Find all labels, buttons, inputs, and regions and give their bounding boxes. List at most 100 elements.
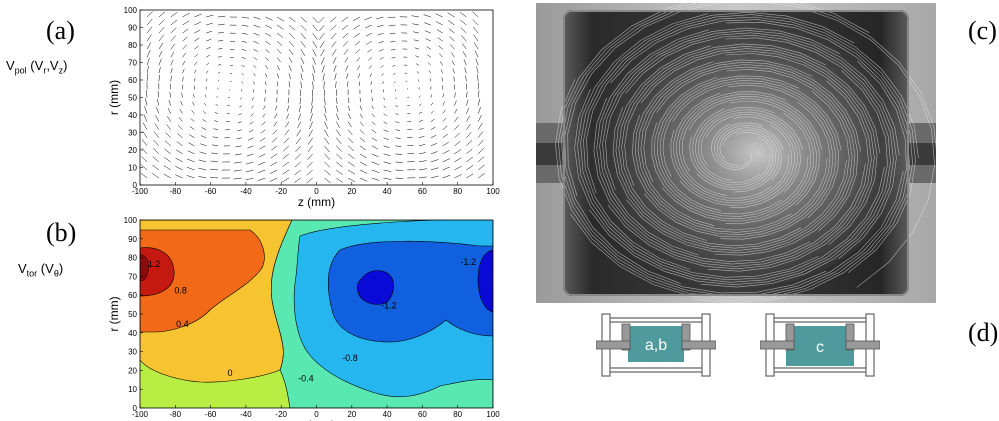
quiver-arrow (429, 78, 432, 82)
flow-streak (654, 77, 809, 217)
quiver-arrow (359, 145, 366, 151)
quiver-arrow (140, 164, 148, 171)
quiver-arrow (181, 92, 183, 98)
quiver-arrow (166, 124, 171, 130)
quiver-arrow (180, 100, 183, 106)
quiver-arrow (460, 27, 467, 34)
quiver-arrow (331, 49, 337, 56)
quiver-arrow (368, 57, 372, 61)
quiver-arrow (330, 24, 337, 31)
quiver-arrow (477, 114, 482, 122)
contour-xtick-label: 80 (453, 410, 462, 419)
flow-streak (644, 84, 834, 238)
quiver-arrow (253, 48, 258, 52)
quiver-arrow (170, 27, 177, 34)
quiver-arrow (188, 142, 195, 147)
quiver-arrow (175, 157, 183, 163)
quiver-arrow (194, 13, 202, 18)
quiver-arrow (463, 59, 467, 66)
quiver-arrow (235, 145, 242, 148)
quiver-arrow (217, 55, 222, 58)
quiver-arrow (146, 65, 149, 74)
quiver-arrow (248, 129, 254, 133)
quiver-arrow (336, 97, 338, 104)
quiver-arrow (412, 23, 420, 26)
contour-xtick-label: 60 (418, 410, 427, 419)
quiver-arrow (342, 40, 349, 47)
quiver-arrow (206, 14, 214, 18)
quiver-arrow (253, 32, 260, 36)
quiver-arrow (253, 57, 258, 61)
quiver-arrow (312, 41, 318, 49)
quiver-arrow (158, 42, 164, 50)
flow-streak (705, 114, 798, 208)
quiver-arrow (318, 16, 325, 23)
quiver-arrow (233, 177, 242, 180)
quiver-arrow (466, 156, 473, 163)
quiver-arrow (265, 73, 268, 78)
quiver-arrow (454, 149, 462, 155)
quiver-arrow (383, 137, 389, 141)
flow-streak (672, 82, 837, 240)
quiver-arrow (308, 137, 313, 145)
quiver-arrow (336, 137, 342, 145)
quiver-arrow (477, 74, 479, 82)
quiver-arrow (466, 91, 468, 98)
quiver-arrow (198, 159, 207, 163)
quiver-arrow (140, 172, 148, 179)
quiver-ytick-label: 20 (128, 146, 137, 155)
quiver-arrow (146, 26, 153, 34)
quiver-arrow (189, 126, 195, 130)
quiver-arrow (426, 46, 431, 50)
quiver-arrow (190, 118, 195, 122)
quiver-arrow (478, 173, 485, 179)
quiver-arrow (265, 81, 267, 86)
quiver-arrow (194, 53, 199, 58)
quiver-arrow (144, 106, 148, 114)
quiver-arrow (187, 150, 195, 155)
quiver-arrow (332, 57, 337, 64)
contour-ytick-label: 80 (128, 254, 137, 263)
flow-streak (602, 30, 900, 256)
quiver-arrow (395, 137, 401, 139)
contour-xtick-label: -40 (240, 410, 252, 419)
quiver-arrow (371, 153, 379, 158)
quiver-arrow (352, 16, 361, 22)
flow-streak (697, 109, 803, 181)
quiver-arrow (454, 174, 462, 179)
contour-label: -1.2 (381, 300, 397, 310)
quiver-arrow (153, 139, 160, 146)
contour-ytick-label: 0 (133, 404, 138, 413)
contour-level-neg-0.8 (327, 240, 493, 343)
quiver-arrow (466, 140, 473, 146)
quiver-arrow (152, 148, 160, 155)
quiver-arrow (353, 24, 361, 30)
quiver-arrow (182, 20, 190, 26)
quiver-xtick-label: -80 (170, 187, 182, 196)
contour-ytick-label: 10 (128, 385, 137, 394)
quiver-frame (139, 9, 494, 186)
quiver-arrow (419, 168, 427, 171)
quiver-arrow (442, 158, 451, 163)
quiver-arrow (347, 137, 354, 144)
quiver-arrow (477, 98, 481, 106)
quiver-arrow (371, 121, 376, 126)
quiver-arrow (253, 65, 257, 69)
quiver-arrow (194, 69, 197, 74)
quiver-arrow (306, 169, 313, 176)
quiver-arrow (331, 40, 337, 48)
quiver-arrow (312, 16, 319, 23)
quiver-arrow (156, 107, 160, 114)
quiver-arrow (359, 129, 365, 135)
quiver-arrow (297, 113, 302, 121)
quiver-arrow (205, 78, 208, 82)
quiver-arrow (427, 54, 432, 58)
quiver-arrow (324, 129, 329, 137)
quiver-arrow (199, 151, 207, 155)
quiver-arrow (336, 161, 343, 168)
quiver-arrow (454, 100, 457, 106)
quiver-arrow (309, 121, 313, 130)
quiver-arrow (473, 34, 479, 42)
quiver-arrow (217, 23, 225, 26)
quiver-ytick-label: 0 (133, 181, 138, 190)
